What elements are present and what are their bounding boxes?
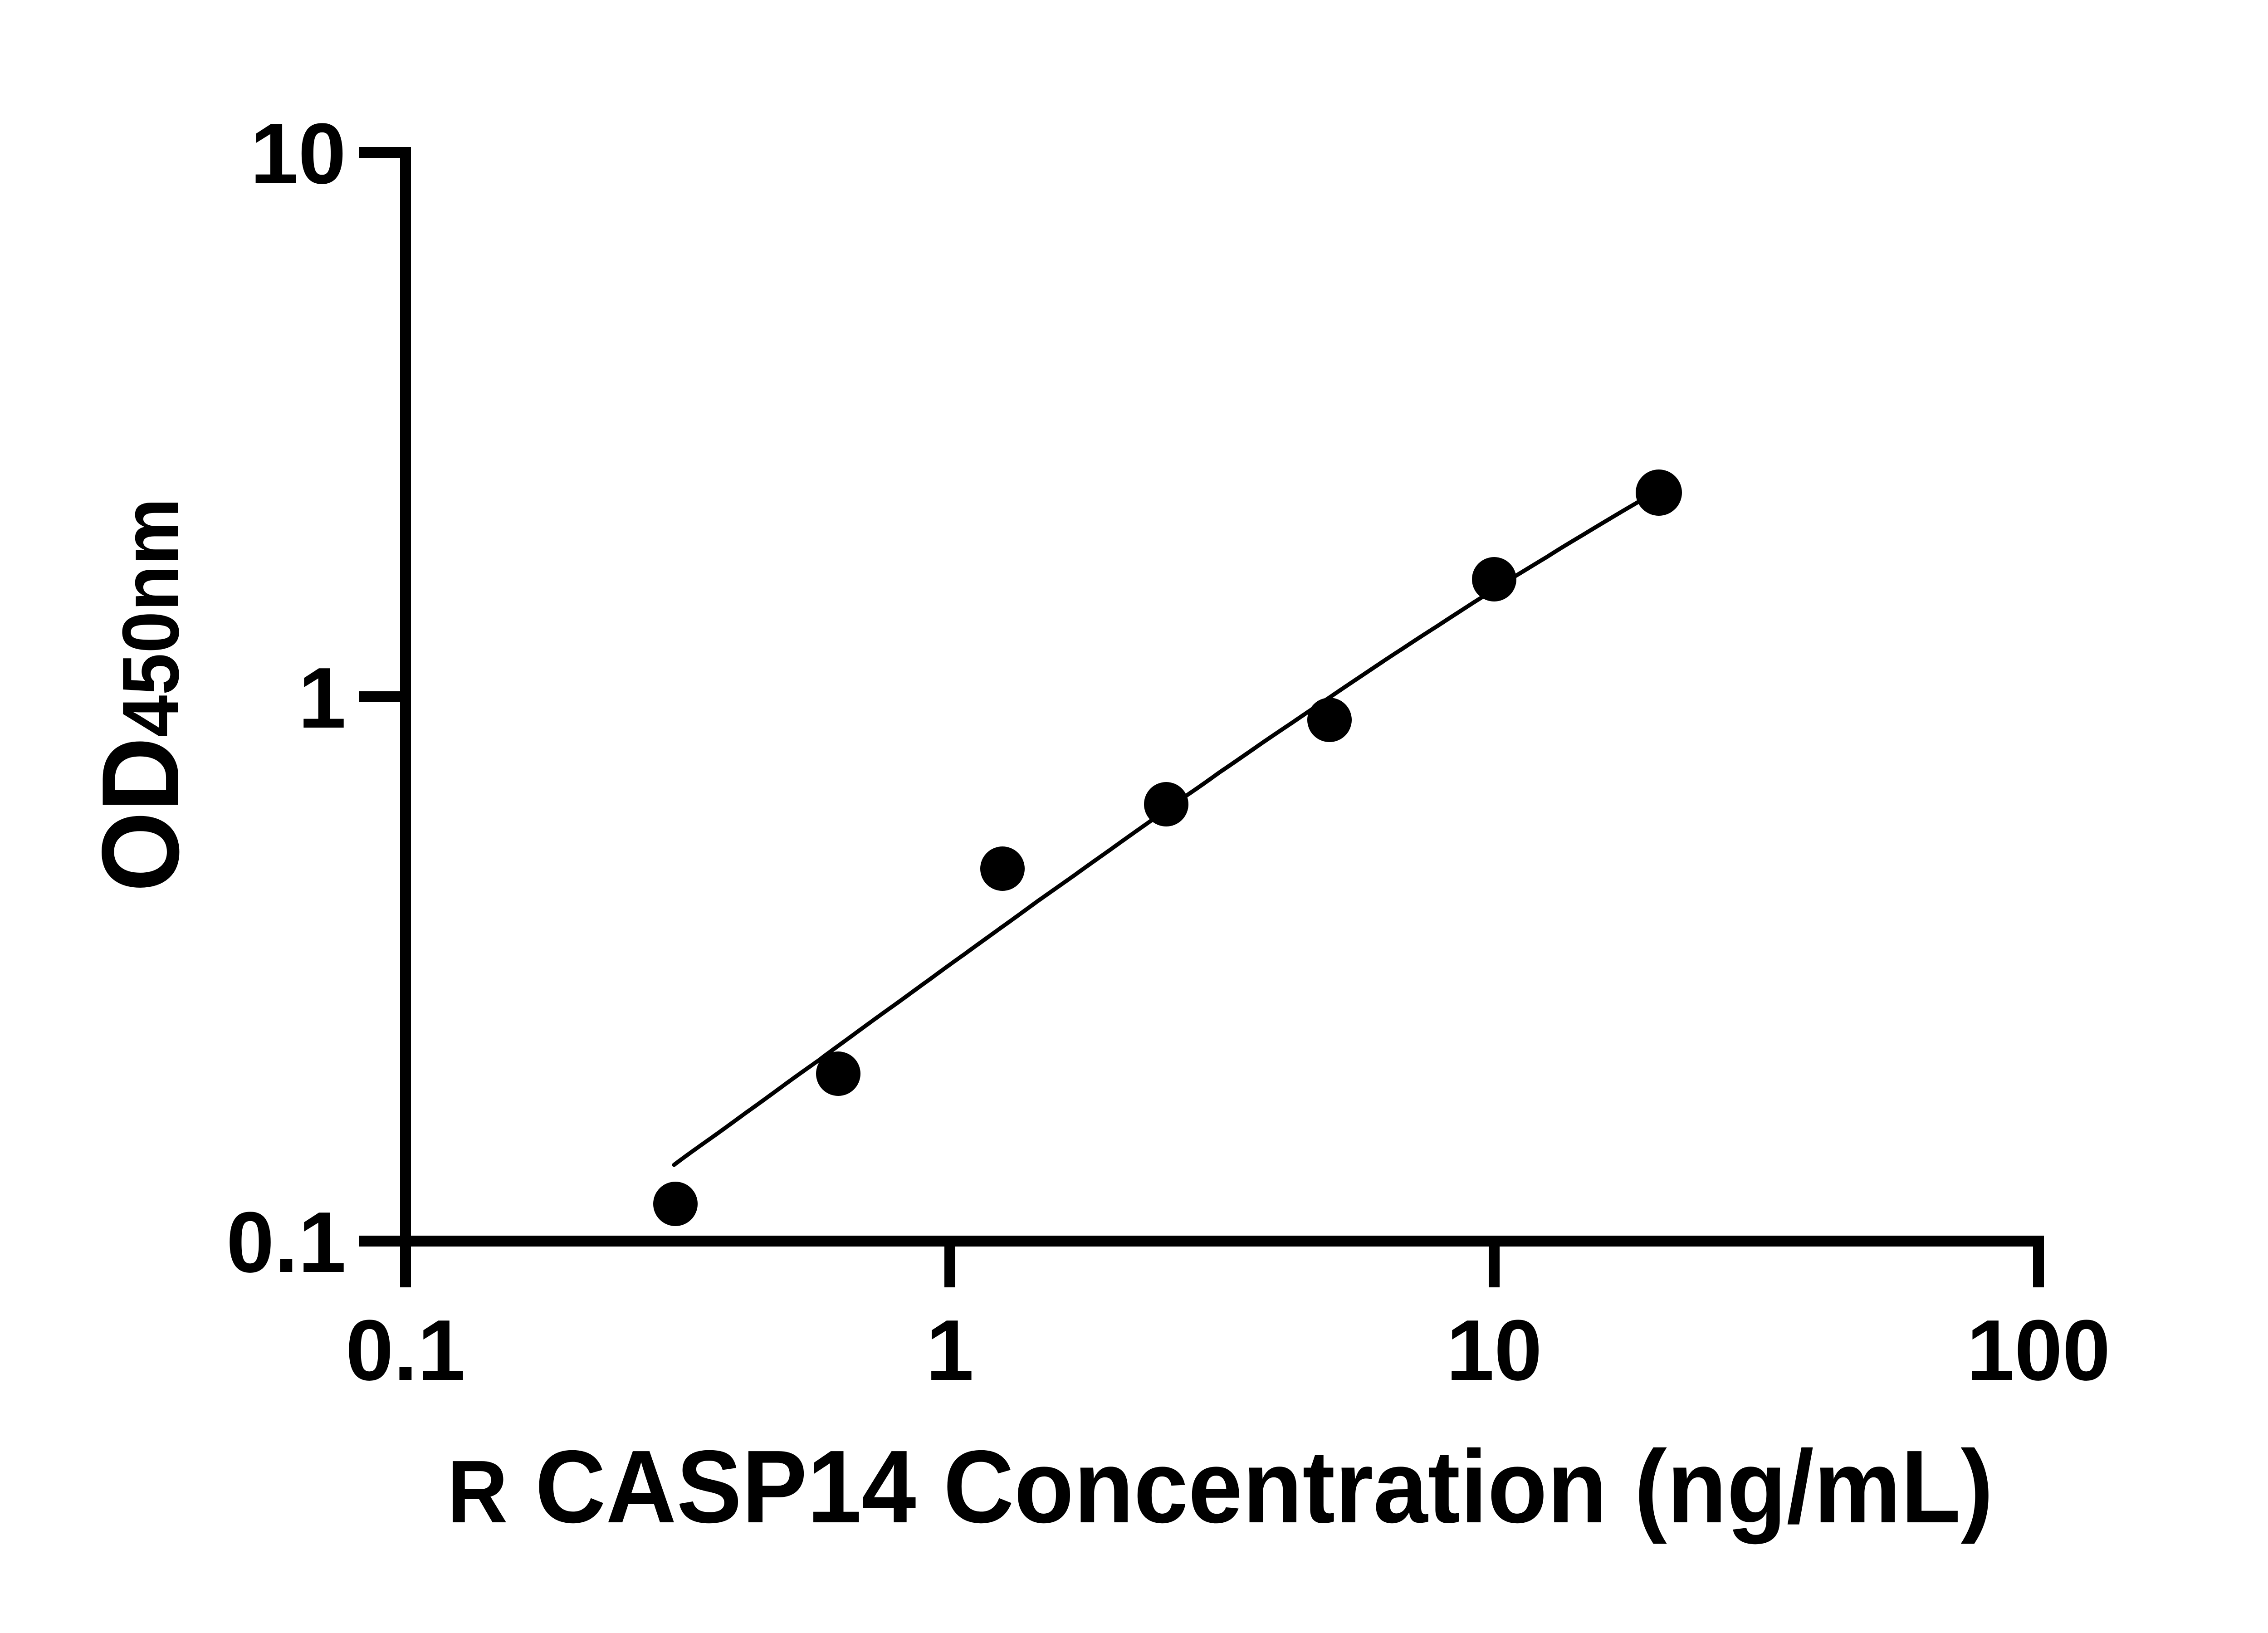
svg-text:0.1: 0.1: [346, 1302, 465, 1398]
svg-text:0.1: 0.1: [226, 1194, 346, 1291]
svg-text:R CASP14 Concentration (ng/mL): R CASP14 Concentration (ng/mL): [447, 1429, 1994, 1545]
svg-text:10: 10: [250, 106, 346, 202]
svg-text:1: 1: [298, 650, 346, 746]
svg-text:1: 1: [926, 1302, 974, 1398]
svg-text:10: 10: [1446, 1302, 1542, 1398]
svg-text:100: 100: [1966, 1302, 2110, 1398]
